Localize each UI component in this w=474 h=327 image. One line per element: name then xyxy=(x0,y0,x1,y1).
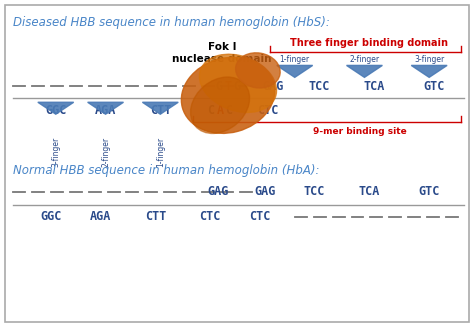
FancyBboxPatch shape xyxy=(5,5,469,322)
Text: 9-mer binding site: 9-mer binding site xyxy=(312,127,406,136)
Text: 1-finger: 1-finger xyxy=(156,137,165,167)
Text: A: A xyxy=(217,104,224,117)
Text: GTC: GTC xyxy=(419,185,440,198)
Text: C: C xyxy=(208,104,215,117)
Text: CTC: CTC xyxy=(200,210,221,223)
Text: Diseased HBB sequence in human hemoglobin (HbS):: Diseased HBB sequence in human hemoglobi… xyxy=(13,16,330,29)
Text: CTT: CTT xyxy=(145,210,166,223)
Text: 3-finger: 3-finger xyxy=(414,55,444,64)
Text: 3-finger: 3-finger xyxy=(51,137,60,167)
Text: 1-finger: 1-finger xyxy=(280,55,310,64)
Polygon shape xyxy=(88,102,124,114)
Text: GAG: GAG xyxy=(254,185,275,198)
Ellipse shape xyxy=(182,57,275,133)
Text: AGA: AGA xyxy=(90,210,111,223)
Polygon shape xyxy=(411,65,447,77)
Polygon shape xyxy=(142,102,178,114)
Text: nuclease domain: nuclease domain xyxy=(173,54,272,64)
Text: GAG: GAG xyxy=(208,185,229,198)
Text: TCC: TCC xyxy=(309,80,330,93)
Polygon shape xyxy=(277,65,313,77)
Text: AGA: AGA xyxy=(95,104,116,117)
Text: T: T xyxy=(225,80,232,93)
Text: C: C xyxy=(226,104,233,117)
Text: GAG: GAG xyxy=(262,80,283,93)
Text: CTC: CTC xyxy=(257,104,279,117)
Text: CTT: CTT xyxy=(150,104,171,117)
Text: TCC: TCC xyxy=(304,185,325,198)
Polygon shape xyxy=(346,65,383,77)
Polygon shape xyxy=(38,102,73,114)
Text: G: G xyxy=(233,80,241,93)
Ellipse shape xyxy=(200,54,276,112)
Text: Normal HBB sequence in human hemoglobin (HbA):: Normal HBB sequence in human hemoglobin … xyxy=(13,164,319,177)
Text: GGC: GGC xyxy=(45,104,66,117)
Text: Three finger binding domain: Three finger binding domain xyxy=(291,38,448,47)
Text: TCA: TCA xyxy=(364,80,385,93)
Ellipse shape xyxy=(236,53,280,88)
Text: G: G xyxy=(216,80,223,93)
Text: TCA: TCA xyxy=(359,185,380,198)
Text: 2-finger: 2-finger xyxy=(101,137,110,167)
Text: CTC: CTC xyxy=(249,210,271,223)
Text: 2-finger: 2-finger xyxy=(349,55,380,64)
Text: GGC: GGC xyxy=(40,210,62,223)
Text: Fok I: Fok I xyxy=(208,43,237,53)
Text: GTC: GTC xyxy=(423,80,445,93)
Ellipse shape xyxy=(191,77,250,133)
